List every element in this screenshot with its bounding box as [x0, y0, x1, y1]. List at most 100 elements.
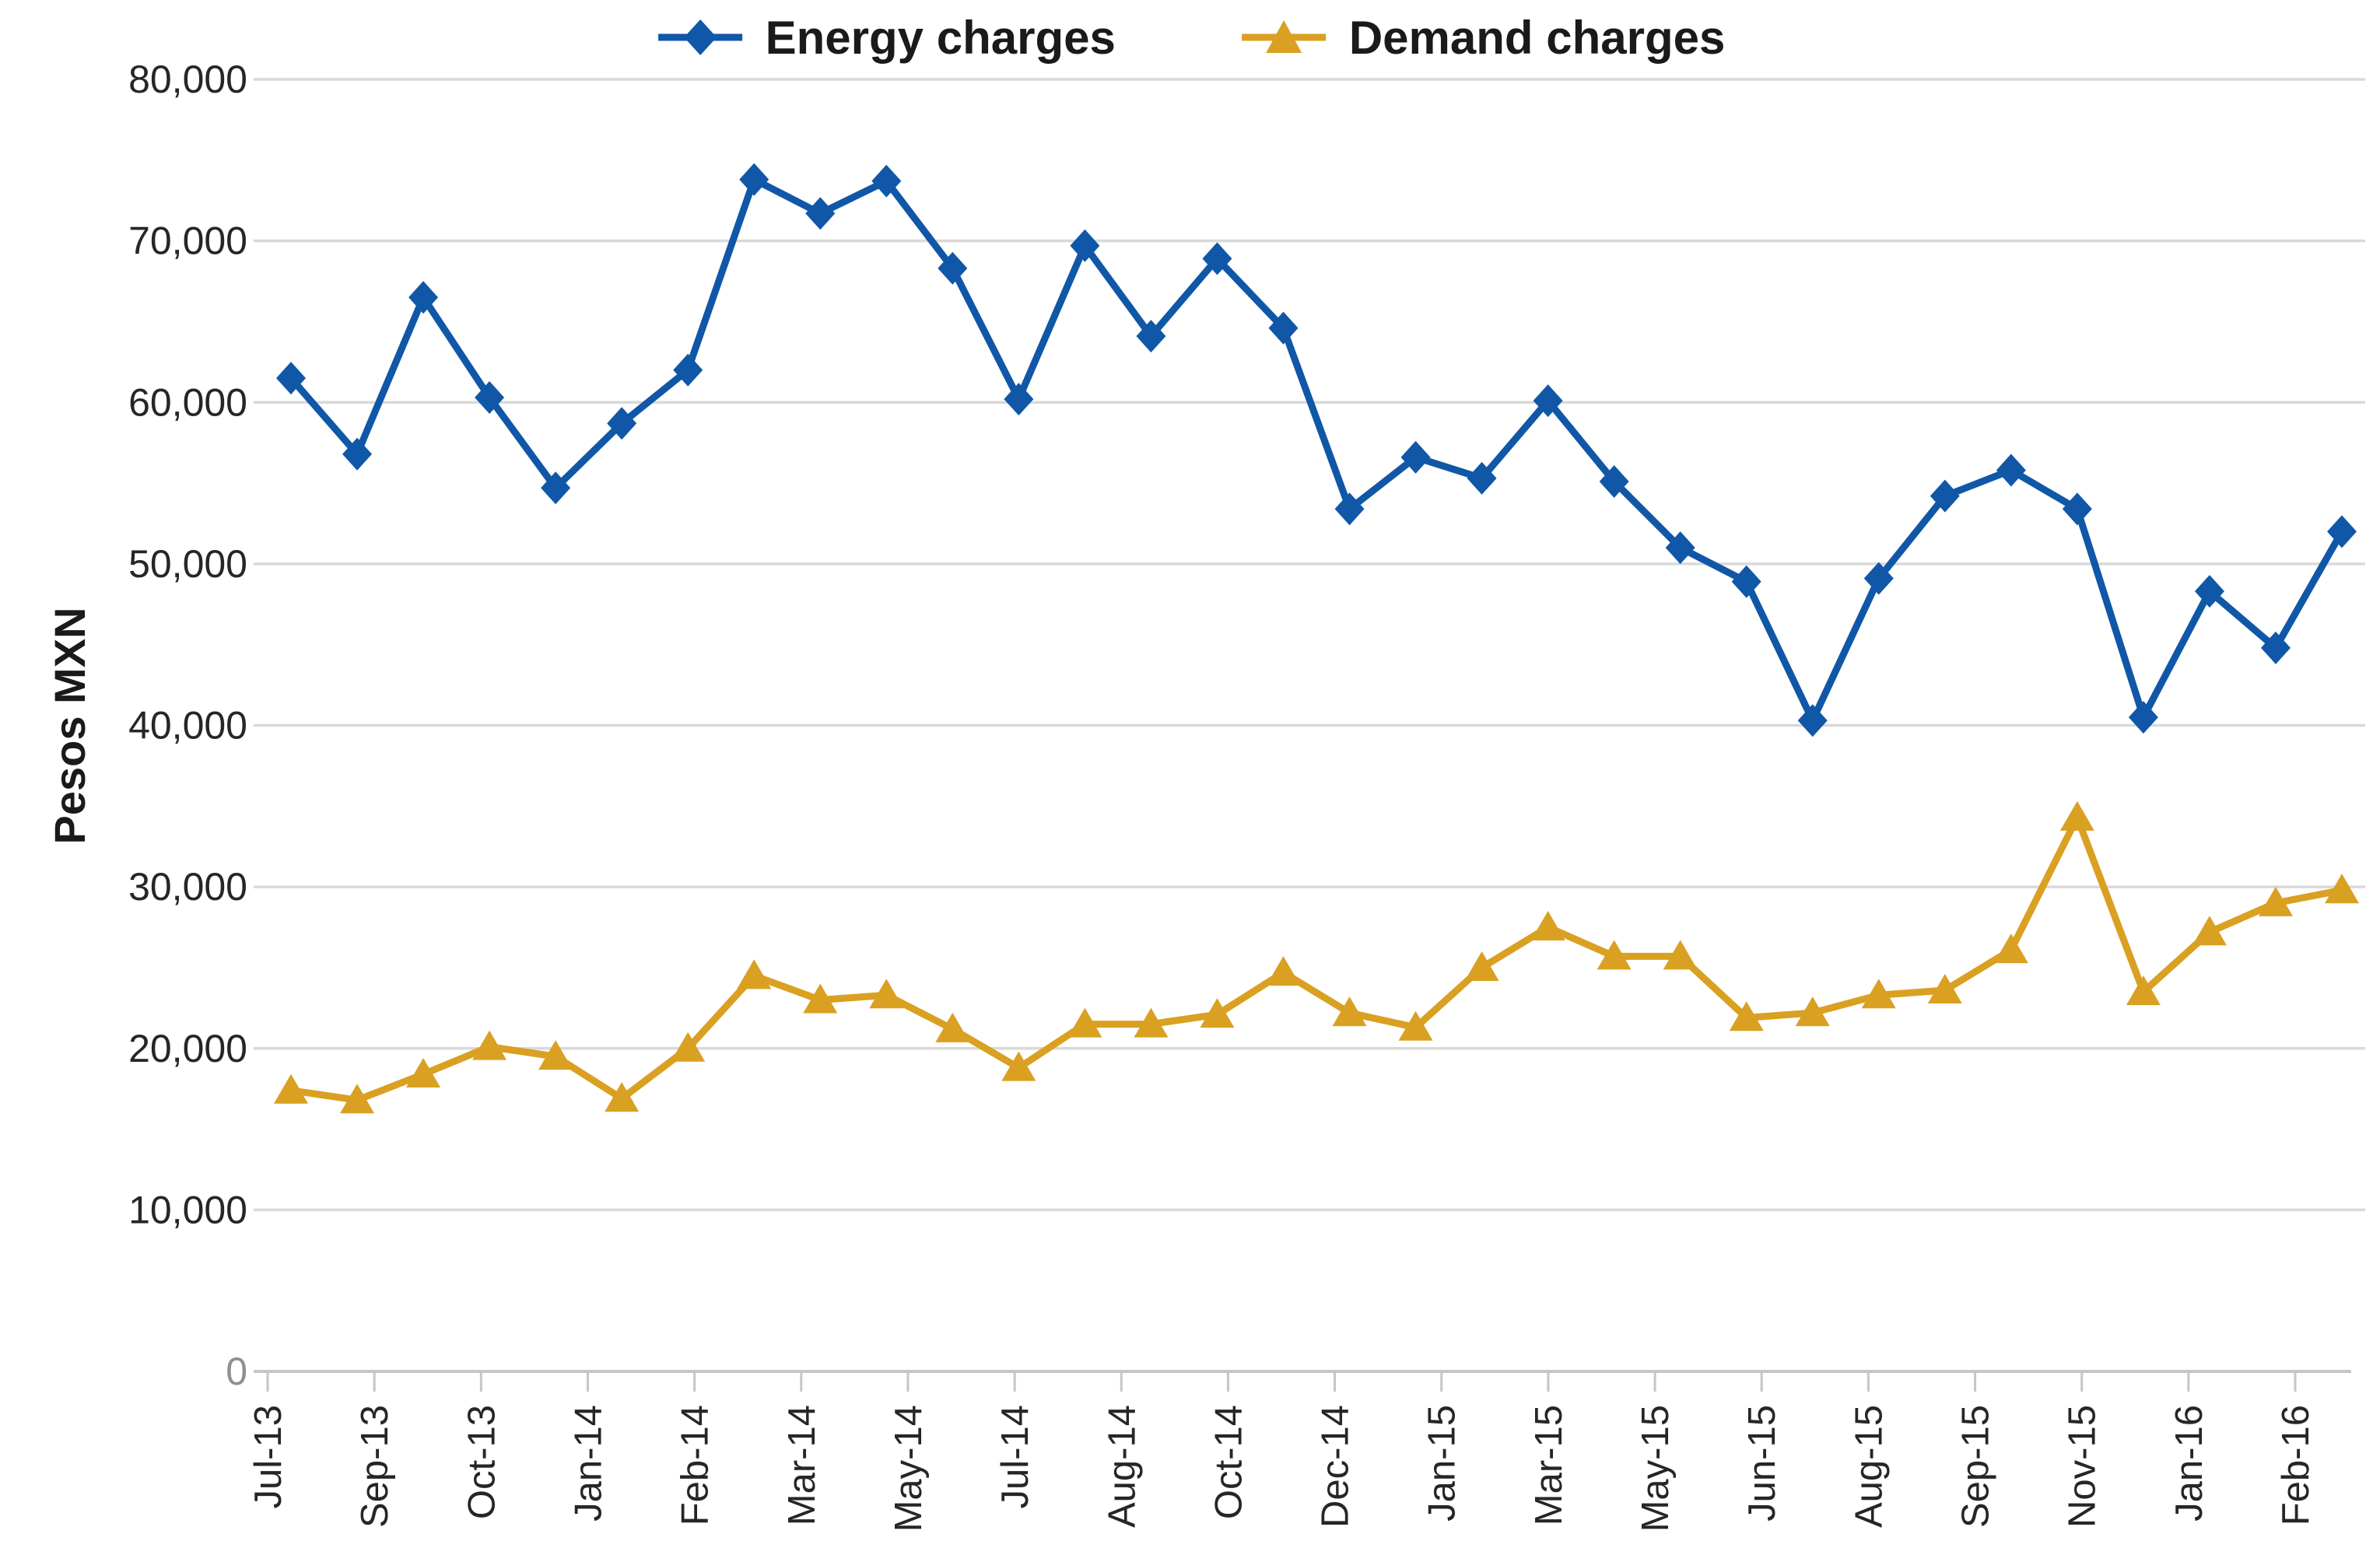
y-tick-label: 70,000: [128, 219, 247, 263]
legend-label-demand: Demand charges: [1348, 11, 1726, 64]
demand-data-point-marker: [869, 979, 904, 1009]
energy-data-point-marker: [2260, 631, 2291, 664]
energy-data-point-marker: [342, 437, 373, 471]
demand-data-point-marker: [803, 983, 838, 1014]
legend: Energy charges Demand charges: [655, 5, 1726, 70]
energy-data-point-marker: [1004, 383, 1034, 416]
energy-data-point-marker: [2327, 515, 2357, 548]
x-tick-label: May-15: [1635, 1405, 1677, 1532]
energy-data-point-marker: [276, 362, 306, 395]
demand-data-point-marker: [1134, 1007, 1169, 1038]
y-tick-label: 60,000: [128, 380, 247, 424]
x-tick-label: Mar-14: [781, 1405, 823, 1525]
energy-data-point-marker: [1930, 479, 1960, 513]
energy-data-point-marker: [938, 251, 968, 285]
demand-data-point-marker: [671, 1031, 706, 1062]
x-tick-label: Dec-14: [1315, 1405, 1357, 1528]
energy-data-point-marker: [1599, 464, 1629, 498]
energy-data-point-marker: [1533, 384, 1563, 418]
x-tick-label: Jan-14: [567, 1405, 609, 1522]
x-tick-label: Jan-16: [2168, 1405, 2210, 1522]
energy-data-point-marker: [1334, 492, 1365, 526]
energy-data-point-marker: [1136, 320, 1166, 353]
y-tick-label: 30,000: [128, 865, 247, 909]
energy-data-point-marker: [739, 163, 769, 196]
energy-data-point-marker: [1070, 229, 1100, 262]
demand-data-point-marker: [1001, 1051, 1036, 1081]
y-tick-label: 0: [226, 1350, 247, 1393]
demand-data-point-marker: [1530, 911, 1565, 941]
demand-data-point-marker: [1663, 940, 1698, 970]
demand-data-point-marker: [935, 1012, 970, 1042]
demand-data-point-marker: [1993, 933, 2028, 964]
energy-data-point-marker: [2062, 492, 2092, 526]
demand-data-point-marker: [2325, 874, 2359, 904]
demand-data-point-marker: [340, 1084, 375, 1114]
demand-data-point-marker: [1729, 1001, 1764, 1031]
energy-data-point-marker: [2194, 575, 2224, 608]
demand-data-point-marker: [2059, 800, 2094, 831]
demand-data-point-marker: [605, 1082, 640, 1112]
x-tick-label: Nov-15: [2062, 1405, 2104, 1528]
x-tick-label: Oct-13: [461, 1405, 503, 1519]
x-tick-label: Oct-14: [1208, 1405, 1250, 1519]
x-tick-label: Sep-15: [1955, 1405, 1997, 1528]
energy-data-point-marker: [475, 381, 505, 415]
y-tick-label: 20,000: [128, 1027, 247, 1070]
demand-triangle-marker-icon: [1241, 20, 1326, 53]
energy-data-point-marker: [2128, 701, 2158, 734]
legend-item-energy: Energy charges: [655, 11, 1116, 65]
energy-data-point-marker: [541, 471, 571, 505]
energy-data-point-marker: [1268, 311, 1299, 345]
demand-data-point-marker: [1067, 1007, 1102, 1038]
legend-label-energy: Energy charges: [765, 11, 1116, 64]
demand-series-line: [287, 814, 2346, 1104]
energy-data-point-marker: [1797, 704, 1828, 737]
demand-data-point-marker: [472, 1030, 507, 1060]
demand-data-point-marker: [1200, 998, 1235, 1028]
x-tick-label: May-14: [888, 1405, 930, 1532]
demand-data-point-marker: [1266, 956, 1301, 986]
energy-data-point-marker: [805, 197, 836, 230]
demand-data-point-marker: [2192, 916, 2227, 946]
demand-data-point-marker: [1927, 974, 1962, 1004]
demand-data-point-marker: [2126, 975, 2161, 1006]
demand-data-point-marker: [1861, 979, 1896, 1009]
x-tick-label: Feb-16: [2275, 1405, 2317, 1525]
energy-data-point-marker: [1863, 562, 1894, 595]
x-tick-label: Jul-14: [994, 1405, 1036, 1508]
demand-data-point-marker: [2258, 886, 2293, 916]
y-tick-label: 10,000: [128, 1188, 247, 1231]
energy-data-point-marker: [1400, 440, 1431, 474]
x-tick-label: Feb-14: [675, 1405, 717, 1525]
energy-data-point-marker: [1202, 242, 1232, 275]
demand-data-point-marker: [1464, 951, 1499, 981]
x-tick-label: Aug-15: [1848, 1405, 1890, 1528]
legend-item-demand: Demand charges: [1239, 11, 1726, 65]
energy-series-line: [287, 176, 2346, 724]
x-tick-label: Aug-14: [1101, 1405, 1143, 1528]
energy-diamond-marker-icon: [657, 19, 742, 55]
x-tick-label: Mar-15: [1528, 1405, 1570, 1525]
energy-data-point-marker: [408, 281, 439, 314]
energy-data-point-marker: [673, 353, 703, 387]
energy-data-point-marker: [1731, 565, 1761, 598]
x-tick-label: Jun-15: [1741, 1405, 1783, 1522]
y-tick-label: 80,000: [128, 58, 247, 101]
demand-data-point-marker: [1597, 940, 1632, 970]
energy-data-point-marker: [1996, 454, 2026, 487]
demand-data-point-marker: [737, 959, 772, 989]
demand-data-point-marker: [538, 1040, 573, 1070]
x-tick-label: Jan-15: [1421, 1405, 1463, 1522]
x-tick-label: Jul-13: [247, 1405, 289, 1508]
demand-data-point-marker: [1332, 996, 1367, 1027]
y-tick-label: 50,000: [128, 542, 247, 586]
energy-data-point-marker: [1665, 531, 1695, 565]
demand-data-point-marker: [274, 1073, 308, 1104]
energy-data-point-marker: [1467, 461, 1497, 495]
demand-data-point-marker: [1398, 1010, 1433, 1041]
demand-data-point-marker: [406, 1057, 441, 1087]
energy-data-point-marker: [871, 164, 902, 198]
